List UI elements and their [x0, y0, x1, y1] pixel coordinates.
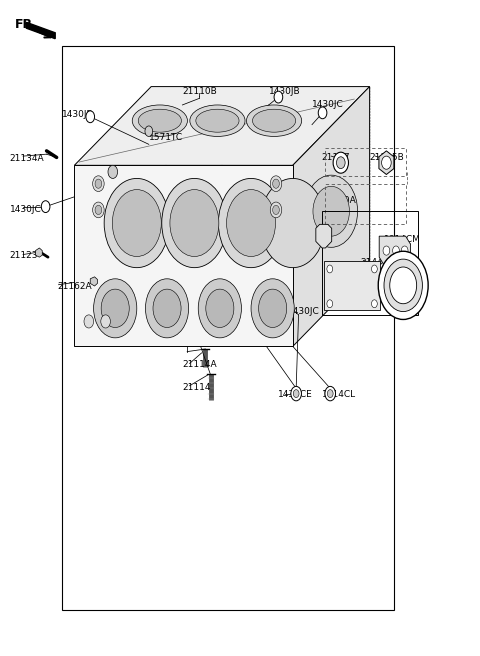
Circle shape [198, 279, 241, 338]
Text: 21110B: 21110B [182, 87, 217, 96]
Circle shape [383, 246, 390, 255]
Polygon shape [379, 151, 394, 174]
Circle shape [41, 201, 50, 213]
Circle shape [260, 178, 325, 268]
Circle shape [372, 300, 377, 308]
Ellipse shape [196, 109, 239, 132]
Bar [324, 261, 380, 310]
Text: 1430JC: 1430JC [312, 100, 344, 110]
Circle shape [94, 279, 137, 338]
Bar [325, 148, 406, 176]
Polygon shape [293, 87, 370, 346]
Text: 21443: 21443 [389, 298, 417, 308]
Text: 21114A: 21114A [182, 359, 217, 369]
Text: 1433CE: 1433CE [278, 390, 313, 400]
Circle shape [93, 176, 104, 192]
Polygon shape [36, 248, 42, 257]
Text: 21115B: 21115B [370, 153, 404, 162]
Circle shape [95, 179, 102, 188]
Ellipse shape [247, 105, 302, 136]
Text: 21440: 21440 [360, 258, 388, 267]
Circle shape [313, 186, 349, 236]
Text: 21162A: 21162A [58, 281, 92, 291]
Text: 21123: 21123 [10, 251, 38, 260]
Bar [325, 184, 406, 224]
Text: 21114: 21114 [182, 382, 211, 392]
Text: 21152: 21152 [298, 228, 326, 237]
Polygon shape [379, 236, 410, 265]
Circle shape [291, 386, 301, 401]
Circle shape [401, 246, 408, 255]
Circle shape [325, 386, 336, 401]
Circle shape [170, 190, 219, 256]
Polygon shape [26, 22, 55, 39]
Text: 1430JC: 1430JC [288, 307, 320, 316]
Circle shape [327, 265, 333, 273]
Circle shape [327, 390, 333, 398]
Circle shape [270, 176, 282, 192]
Circle shape [145, 126, 153, 136]
Circle shape [327, 300, 333, 308]
Circle shape [206, 289, 234, 327]
Text: 1571TC: 1571TC [149, 133, 183, 142]
Circle shape [162, 178, 227, 268]
Circle shape [273, 205, 279, 215]
Ellipse shape [132, 105, 187, 136]
Circle shape [145, 279, 189, 338]
Circle shape [333, 152, 348, 173]
Circle shape [251, 279, 294, 338]
Polygon shape [74, 165, 293, 346]
Circle shape [305, 175, 358, 247]
Text: 1430JB: 1430JB [62, 110, 94, 119]
Ellipse shape [252, 109, 296, 132]
Circle shape [86, 111, 95, 123]
Circle shape [227, 190, 276, 256]
Circle shape [218, 178, 284, 268]
Circle shape [378, 251, 428, 319]
Circle shape [318, 107, 327, 119]
Circle shape [84, 315, 94, 328]
Circle shape [112, 190, 161, 256]
Circle shape [259, 289, 287, 327]
Text: 21117: 21117 [322, 153, 350, 162]
Circle shape [273, 179, 279, 188]
Circle shape [270, 202, 282, 218]
Text: 1430JC: 1430JC [10, 205, 41, 215]
Circle shape [293, 390, 299, 398]
Circle shape [372, 265, 377, 273]
Polygon shape [74, 87, 370, 165]
Circle shape [108, 165, 118, 178]
Circle shape [382, 156, 391, 169]
Circle shape [393, 246, 399, 255]
Circle shape [336, 157, 345, 169]
Circle shape [95, 205, 102, 215]
Text: 21150A: 21150A [322, 195, 356, 205]
Text: FR.: FR. [14, 18, 37, 31]
Circle shape [101, 315, 110, 328]
Ellipse shape [190, 105, 245, 136]
Text: 1014CM: 1014CM [384, 235, 421, 244]
Polygon shape [316, 224, 332, 248]
Text: 1014CL: 1014CL [322, 390, 356, 400]
Polygon shape [90, 277, 97, 286]
Circle shape [153, 289, 181, 327]
Circle shape [101, 289, 129, 327]
Circle shape [384, 259, 422, 312]
Circle shape [274, 91, 283, 103]
Circle shape [390, 267, 417, 304]
Circle shape [104, 178, 169, 268]
Ellipse shape [138, 109, 181, 132]
Text: 1430JB: 1430JB [269, 87, 300, 96]
Bar [322, 211, 418, 315]
Bar [62, 46, 394, 610]
Text: 21134A: 21134A [10, 154, 44, 163]
Circle shape [93, 202, 104, 218]
